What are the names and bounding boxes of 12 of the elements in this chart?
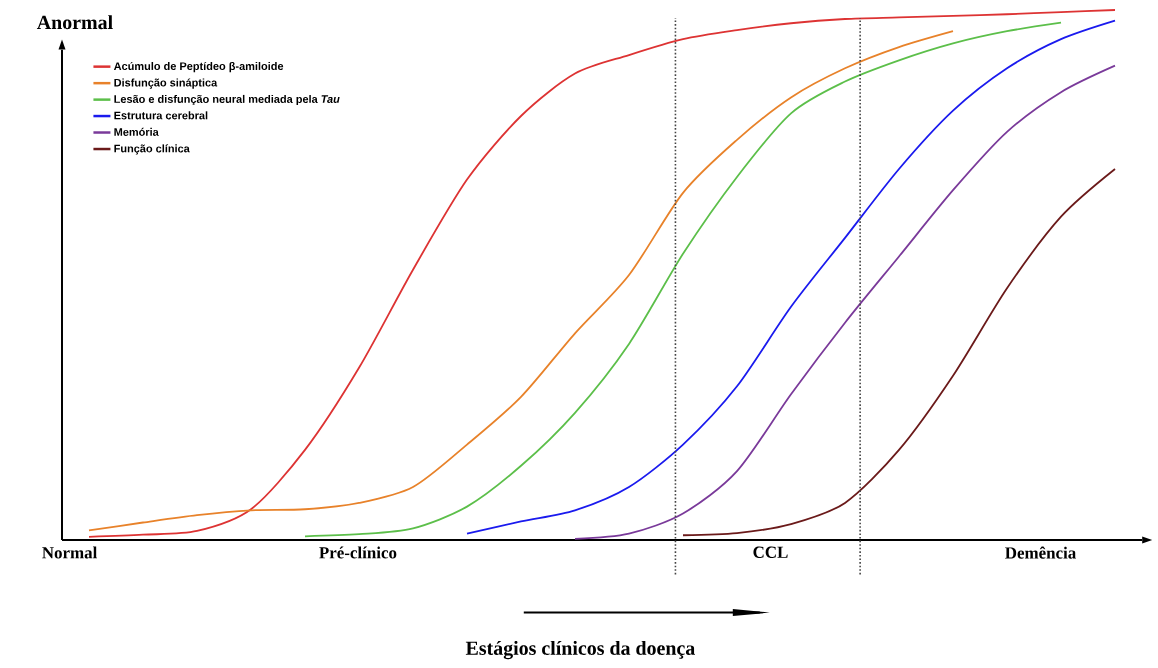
legend-label: Memória	[114, 127, 159, 136]
text: Estágios clínicos da doença	[465, 640, 695, 660]
text: Demência	[1005, 546, 1076, 559]
y-axis-title: Anormal	[36, 15, 113, 30]
legend-label: Lesão e disfunção neural mediada pela Tau	[114, 94, 340, 106]
text: CCL	[753, 546, 788, 558]
legend-label: Estrutura cerebral	[114, 111, 208, 120]
text: Normal	[42, 546, 98, 559]
legend-label: Disfunção sináptica	[114, 78, 218, 89]
legend-label: Acúmulo de Peptídeo β-amiloide	[113, 61, 284, 73]
text: Pré-clínico	[319, 546, 397, 559]
legend-label: Função clínica	[114, 144, 190, 155]
